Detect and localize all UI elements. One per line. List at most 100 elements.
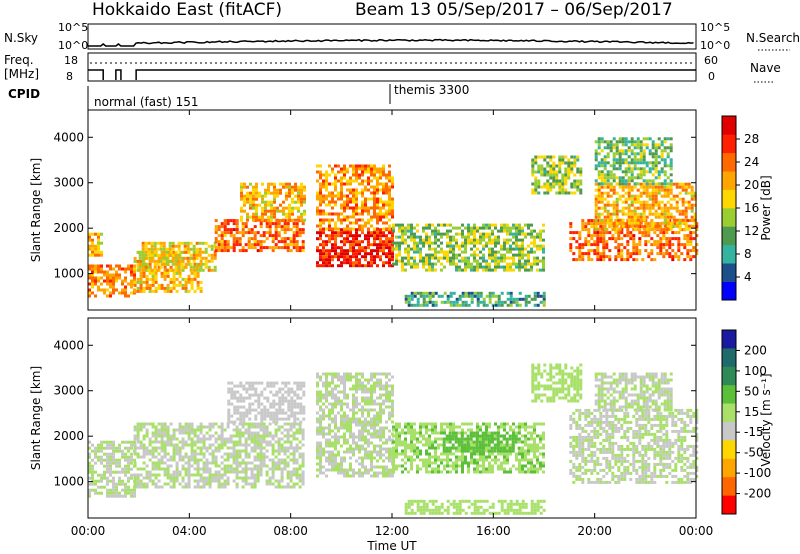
- range-cell: [452, 226, 455, 230]
- range-cell: [142, 467, 146, 471]
- range-cell: [301, 231, 305, 235]
- range-cell: [373, 227, 376, 231]
- range-cell: [458, 244, 461, 248]
- range-cell: [690, 224, 694, 228]
- range-cell: [186, 259, 190, 263]
- range-cell: [292, 485, 296, 489]
- range-cell: [196, 452, 200, 456]
- range-cell: [268, 443, 272, 447]
- range-cell: [647, 228, 651, 232]
- range-cell: [379, 234, 382, 238]
- range-cell: [606, 221, 610, 225]
- range-cell: [298, 455, 302, 459]
- range-cell: [615, 149, 619, 153]
- range-cell: [464, 300, 468, 304]
- station-title: Hokkaido East (fitACF): [92, 0, 282, 20]
- range-cell: [328, 164, 331, 168]
- colorbar-tick-label: 4: [744, 270, 752, 284]
- range-cell: [337, 453, 340, 457]
- range-cell: [633, 221, 637, 225]
- range-cell: [133, 482, 137, 486]
- range-cell: [238, 434, 242, 438]
- range-cell: [285, 194, 288, 198]
- range-cell: [602, 237, 606, 241]
- range-cell: [626, 243, 630, 247]
- range-cell: [391, 234, 394, 238]
- range-cell: [294, 185, 297, 189]
- range-cell: [142, 425, 146, 429]
- range-cell: [229, 455, 233, 459]
- range-cell: [328, 258, 331, 262]
- range-cell: [178, 274, 182, 278]
- range-cell: [473, 241, 476, 245]
- range-cell: [373, 191, 376, 195]
- range-cell: [190, 458, 194, 462]
- range-cell: [157, 461, 161, 465]
- range-cell: [612, 179, 616, 183]
- range-cell: [536, 244, 539, 248]
- range-cell: [370, 164, 373, 168]
- range-cell: [621, 158, 625, 162]
- range-cell: [288, 212, 291, 216]
- range-cell: [199, 265, 203, 269]
- range-cell: [340, 468, 343, 472]
- range-cell: [190, 422, 194, 426]
- range-cell: [352, 188, 355, 192]
- range-cell: [118, 464, 121, 468]
- range-cell: [355, 387, 358, 391]
- range-cell: [651, 152, 655, 156]
- range-cell: [115, 279, 118, 283]
- range-cell: [358, 378, 361, 382]
- range-cell: [271, 234, 275, 238]
- range-cell: [512, 259, 515, 263]
- range-cell: [319, 444, 322, 448]
- range-cell: [476, 268, 479, 272]
- range-cell: [208, 470, 212, 474]
- range-cell: [419, 238, 422, 242]
- range-cell: [503, 300, 507, 304]
- range-cell: [88, 238, 91, 242]
- range-cell: [232, 446, 236, 450]
- range-cell: [233, 396, 237, 400]
- range-cell: [355, 399, 358, 403]
- range-cell: [530, 247, 533, 251]
- range-cell: [515, 223, 518, 227]
- range-cell: [178, 431, 182, 435]
- range-cell: [115, 491, 118, 495]
- range-cell: [654, 212, 658, 216]
- range-cell: [334, 179, 337, 183]
- range-cell: [331, 405, 334, 409]
- range-cell: [355, 447, 358, 451]
- range-cell: [274, 455, 278, 459]
- range-cell: [669, 206, 673, 210]
- range-cell: [325, 459, 328, 463]
- range-cell: [672, 197, 676, 201]
- range-cell: [524, 303, 528, 307]
- range-cell: [358, 447, 361, 451]
- range-cell: [241, 485, 245, 489]
- range-cell: [157, 440, 161, 444]
- range-cell: [455, 256, 458, 260]
- range-cell: [181, 479, 185, 483]
- range-cell: [251, 408, 255, 412]
- range-cell: [608, 231, 612, 235]
- range-cell: [223, 240, 227, 244]
- range-cell: [139, 271, 143, 275]
- range-cell: [301, 464, 305, 468]
- range-cell: [269, 414, 273, 418]
- range-cell: [166, 470, 170, 474]
- range-cell: [253, 443, 257, 447]
- range-cell: [258, 218, 261, 222]
- range-cell: [600, 149, 604, 153]
- range-cell: [449, 259, 452, 263]
- range-cell: [145, 277, 149, 281]
- range-cell: [112, 440, 115, 444]
- range-cell: [208, 461, 212, 465]
- range-cell: [605, 243, 609, 247]
- range-cell: [618, 167, 622, 171]
- range-cell: [103, 446, 106, 450]
- range-cell: [214, 246, 218, 250]
- range-cell: [361, 396, 364, 400]
- range-cell: [256, 473, 260, 477]
